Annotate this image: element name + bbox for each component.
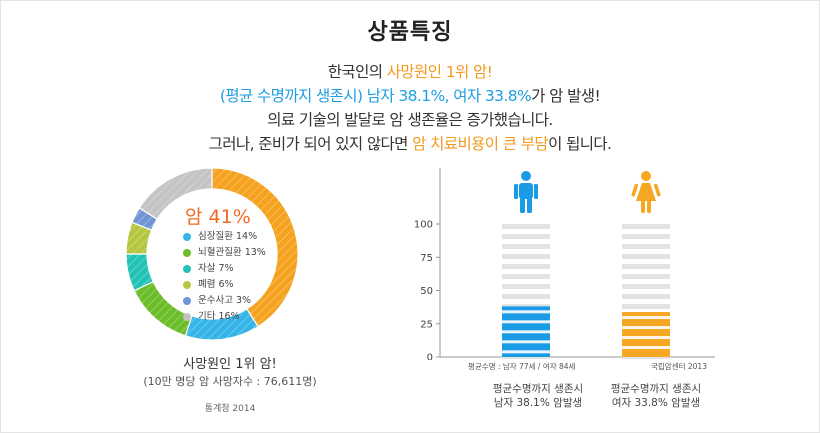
- intro-line-3: 의료 기술의 발달로 암 생존율은 증가했습니다.: [267, 111, 553, 129]
- legend-label: 심장질환 14%: [198, 231, 258, 242]
- intro-line-4-highlight: 암 치료비용이 큰 부담: [412, 135, 549, 153]
- donut-slice: [138, 167, 213, 220]
- y-tick-label: 25: [420, 319, 433, 330]
- legend-item: 심장질환 14%: [183, 229, 266, 245]
- y-tick-label: 0: [427, 353, 433, 361]
- legend-dot-icon: [183, 313, 191, 321]
- legend-label: 폐렴 6%: [198, 279, 234, 290]
- legend-dot-icon: [183, 281, 191, 289]
- legend-item: 폐렴 6%: [183, 277, 266, 293]
- donut-legend: 심장질환 14% 뇌혈관질환 13% 자살 7% 폐렴 6% 운수사고 3% 기타 16%: [183, 229, 266, 325]
- male-label-line1: 평균수명까지 생존시: [492, 383, 584, 395]
- female-bar: [622, 224, 670, 359]
- chart-note-right: 국립암센터 2013: [651, 362, 707, 371]
- legend-item: 자살 7%: [183, 261, 266, 277]
- legend-item: 뇌혈관질환 13%: [183, 245, 266, 261]
- donut-caption-sub: (10만 명당 암 사망자수 : 76,611명): [143, 375, 317, 388]
- intro-line-4: 그러나, 준비가 되어 있지 않다면 암 치료비용이 큰 부담이 됩니다.: [0, 132, 820, 156]
- legend-label: 운수사고 3%: [198, 295, 252, 306]
- intro-line-4-end: 이 됩니다.: [548, 135, 612, 153]
- female-label-line1: 평균수명까지 생존시: [610, 383, 702, 395]
- female-label-line2: 여자 33.8% 암발생: [611, 397, 701, 409]
- bar-value: [622, 312, 670, 357]
- legend-dot-icon: [183, 233, 191, 241]
- intro-text: 한국인의 사망원인 1위 암! (평균 수명까지 생존시) 남자 38.1%, …: [0, 60, 820, 156]
- intro-line-1-highlight: 사망원인 1위 암!: [386, 63, 493, 81]
- female-label: 평균수명까지 생존시 여자 33.8% 암발생: [588, 382, 724, 410]
- y-tick-label: 75: [420, 253, 433, 264]
- legend-item: 기타 16%: [183, 309, 266, 325]
- cancer-incidence-bar-chart: 100 75 50 25 0: [414, 168, 715, 361]
- intro-line-2: (평균 수명까지 생존시) 남자 38.1%, 여자 33.8%가 암 발생!: [0, 84, 820, 108]
- intro-line-2-highlight: (평균 수명까지 생존시) 남자 38.1%, 여자 33.8%: [219, 87, 532, 105]
- female-icon: [631, 171, 661, 213]
- cause-of-death-donut: [126, 167, 299, 341]
- legend-label: 기타 16%: [198, 311, 240, 322]
- y-tick-label: 50: [420, 286, 433, 297]
- male-label: 평균수명까지 생존시 남자 38.1% 암발생: [470, 382, 606, 410]
- male-bar: [502, 224, 550, 359]
- intro-line-1-text: 한국인의: [327, 63, 387, 81]
- legend-dot-icon: [183, 265, 191, 273]
- intro-line-2-text: 가 암 발생!: [531, 87, 601, 105]
- male-icon: [514, 171, 538, 213]
- donut-source: 통계청 2014: [204, 404, 256, 414]
- legend-dot-icon: [183, 297, 191, 305]
- intro-line-4-text: 그러나, 준비가 되어 있지 않다면: [208, 135, 413, 153]
- intro-line-1: 한국인의 사망원인 1위 암!: [0, 60, 820, 84]
- legend-label: 자살 7%: [198, 263, 234, 274]
- male-label-line2: 남자 38.1% 암발생: [493, 397, 583, 409]
- legend-label: 뇌혈관질환 13%: [198, 247, 266, 258]
- chart-note-left: 평균수명 : 남자 77세 / 여자 84세: [468, 362, 576, 371]
- donut-center-label: 암 41%: [185, 206, 251, 228]
- page-title: 상품특징: [367, 20, 453, 45]
- donut-caption-title: 사망원인 1위 암!: [183, 357, 277, 372]
- legend-item: 운수사고 3%: [183, 293, 266, 309]
- y-tick-label: 100: [414, 220, 433, 231]
- legend-dot-icon: [183, 249, 191, 257]
